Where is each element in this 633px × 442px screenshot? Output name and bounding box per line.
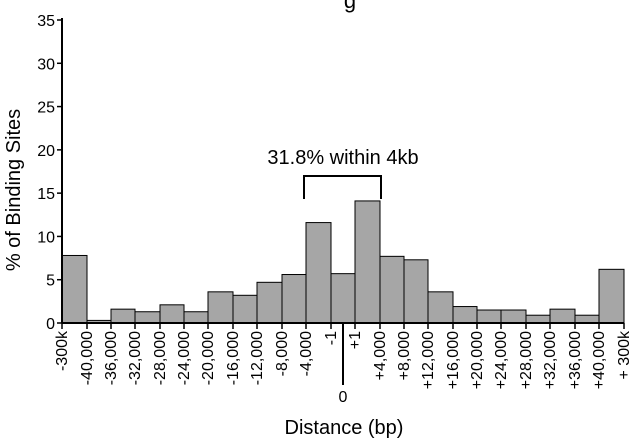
bar-20 [525, 314, 551, 324]
x-tick-label: +4,000 [372, 331, 389, 380]
y-axis-title: % of Binding Sites [3, 109, 25, 271]
bar-10 [281, 274, 307, 324]
y-tick-label: 25 [37, 100, 55, 117]
y-axis: 0 5 10 15 20 25 30 35 [37, 13, 63, 333]
x-tick-label: -40,000 [79, 331, 96, 385]
x-tick-label: -20,000 [200, 331, 217, 385]
x-tick-label: -1 [323, 331, 340, 345]
bar-6 [183, 311, 209, 324]
x-tick-label: -300k [54, 330, 71, 371]
y-tick-label: 0 [46, 316, 55, 333]
bars-group [61, 200, 625, 324]
x-tick-label: -12,000 [249, 331, 266, 385]
bar-7 [207, 291, 234, 324]
bar-15 [403, 259, 429, 324]
bar-23 [598, 268, 625, 324]
y-tick-label: 20 [37, 143, 55, 160]
bar-5 [159, 304, 185, 324]
x-tick-label: +32,000 [542, 331, 559, 389]
x-tick-label: -24,000 [176, 331, 193, 385]
x-tick-label: -32,000 [127, 331, 144, 385]
annotation-bracket [303, 175, 382, 199]
bar-14 [379, 255, 405, 324]
x-tick-label: -36,000 [103, 331, 120, 385]
bar-9 [256, 281, 283, 324]
x-axis-title: Distance (bp) [285, 417, 404, 439]
bar-8 [232, 294, 258, 324]
x-tick-label: +12,000 [420, 331, 437, 389]
bar-4 [134, 311, 161, 324]
x-tick-label: +8,000 [396, 331, 413, 380]
center-zero-label: 0 [339, 389, 348, 406]
x-tick-label: -8,000 [274, 331, 291, 376]
annotation-label: 31.8% within 4kb [267, 147, 418, 169]
x-tick-label: +16,000 [445, 331, 462, 389]
x-tick-label: +40,000 [591, 331, 608, 389]
bar-3 [110, 308, 136, 324]
bar-1 [61, 254, 88, 324]
y-tick-label: 10 [37, 229, 55, 246]
x-axis: -300k -40,000 -36,000 -32,000 -28,000 -24,000… [54, 322, 633, 389]
y-tick-label: 35 [37, 13, 55, 30]
bar-21 [549, 308, 576, 324]
bar-16 [427, 291, 454, 324]
x-tick-label: + 300k [616, 330, 633, 379]
bar-12 [330, 273, 356, 324]
y-tick-label: 5 [46, 273, 55, 290]
bar-11 [305, 222, 332, 324]
x-tick-label: -16,000 [225, 331, 242, 385]
chart-title-fragment: g [344, 0, 356, 13]
bar-13 [354, 200, 381, 324]
bar-17 [452, 306, 478, 324]
x-tick-label: -4,000 [298, 331, 315, 376]
y-tick-label: 15 [37, 186, 55, 203]
x-tick-label: +24,000 [493, 331, 510, 389]
bar-19 [500, 309, 527, 324]
x-tick-label: +20,000 [469, 331, 486, 389]
x-tick-label: +1 [347, 331, 364, 349]
bar-18 [476, 309, 502, 324]
x-tick-label: -28,000 [152, 331, 169, 385]
y-tick-label: 30 [37, 56, 55, 73]
x-tick-label: +36,000 [567, 331, 584, 389]
x-tick-label: +28,000 [518, 331, 535, 389]
bar-22 [574, 314, 600, 324]
